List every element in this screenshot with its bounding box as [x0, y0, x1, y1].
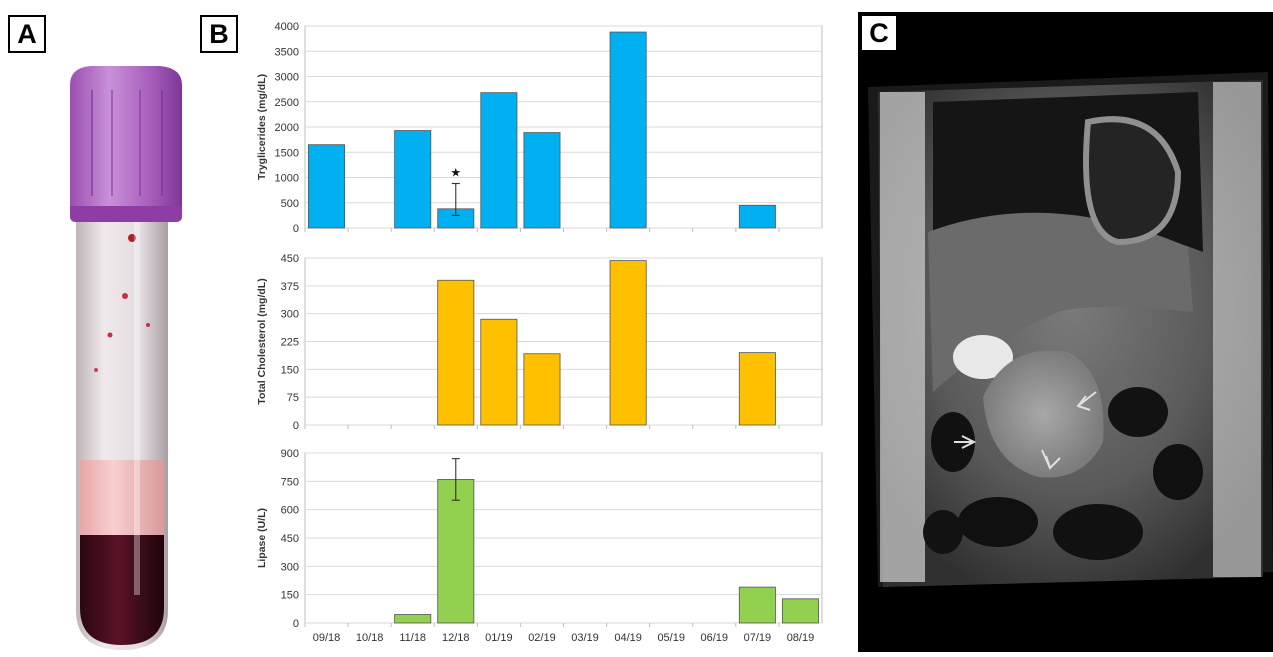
panel-label-b: B	[200, 15, 238, 53]
y-tick-label: 450	[281, 533, 299, 545]
y-tick-label: 2000	[275, 122, 299, 134]
y-tick-label: 375	[281, 281, 299, 293]
bar-09/18	[308, 144, 346, 229]
y-tick-label: 3500	[275, 46, 299, 58]
y-tick-label: 750	[281, 476, 299, 488]
panel-label-c: C	[860, 14, 898, 52]
x-tick-label: 08/19	[787, 632, 815, 644]
y-tick-label: 500	[281, 198, 299, 210]
lab-values-charts: 0 500 1000 1500 2000 2500 3000 3500 4000 Tryglice…	[255, 10, 830, 652]
blood-tube-photo	[0, 0, 200, 652]
bar-08/19	[781, 598, 819, 624]
x-tick-label: 11/18	[399, 632, 426, 644]
y-tick-label: 1500	[275, 147, 299, 159]
chart-panel-1: 0 500 1000 1500 2000 2500 3000 3500 4000 Tryglice…	[256, 21, 823, 235]
x-tick-label: 01/19	[485, 632, 513, 644]
y-axis-label: Lipase (U/L)	[256, 508, 268, 568]
x-tick-label: 04/19	[614, 632, 642, 644]
bar-01/19	[480, 318, 518, 426]
bar-07/19	[738, 352, 776, 426]
y-axis-label: Tryglicerides (mg/dL)	[256, 74, 268, 180]
y-tick-label: 150	[281, 590, 299, 602]
bar-12/18	[437, 279, 475, 426]
y-tick-label: 0	[293, 223, 299, 235]
x-tick-label: 09/18	[313, 632, 341, 644]
y-tick-label: 225	[281, 337, 299, 349]
bar-11/18	[394, 614, 432, 624]
chart-panel-2: 0 75 150 225 300 375 450 Total Cholesterol (mg/…	[256, 253, 823, 432]
bar-01/19	[480, 92, 518, 229]
blood-tube-illustration	[70, 66, 182, 650]
x-tick-label: 10/18	[356, 632, 384, 644]
bar-02/19	[523, 132, 561, 229]
bar-07/19	[738, 586, 776, 624]
mri-image	[858, 12, 1273, 652]
x-tick-label: 06/19	[701, 632, 729, 644]
y-tick-label: 900	[281, 448, 299, 460]
charts-svg: 05001000150020002500300035004000Tryglice…	[256, 21, 823, 644]
y-tick-label: 300	[281, 561, 299, 573]
y-tick-label: 75	[287, 392, 299, 404]
bar-04/19	[609, 31, 647, 229]
chart-panel-3: 0 150 300 450 600 750 900 Lipase (U/L)	[256, 448, 823, 630]
y-tick-label: 300	[281, 309, 299, 321]
y-tick-label: 2500	[275, 97, 299, 109]
bar-11/18	[394, 130, 432, 229]
y-tick-label: 1000	[275, 173, 299, 185]
y-tick-label: 600	[281, 505, 299, 517]
bar-02/19	[523, 353, 561, 426]
x-tick-label: 12/18	[442, 632, 470, 644]
mri-illustration	[868, 72, 1273, 587]
y-tick-label: 4000	[275, 21, 299, 33]
x-tick-label: 07/19	[744, 632, 772, 644]
bar-04/19	[609, 260, 647, 426]
y-tick-label: 450	[281, 253, 299, 265]
y-tick-label: 3000	[275, 72, 299, 84]
panel-label-a: A	[8, 15, 46, 53]
y-tick-label: 0	[293, 618, 299, 630]
x-tick-label: 02/19	[528, 632, 556, 644]
y-tick-label: 0	[293, 420, 299, 432]
bar-12/18	[437, 479, 475, 624]
bar-07/19	[738, 204, 776, 229]
x-tick-label: 03/19	[571, 632, 599, 644]
star-annotation: ★	[450, 166, 461, 180]
y-axis-label: Total Cholesterol (mg/dL)	[256, 278, 268, 404]
y-tick-label: 150	[281, 364, 299, 376]
x-tick-label: 05/19	[657, 632, 685, 644]
